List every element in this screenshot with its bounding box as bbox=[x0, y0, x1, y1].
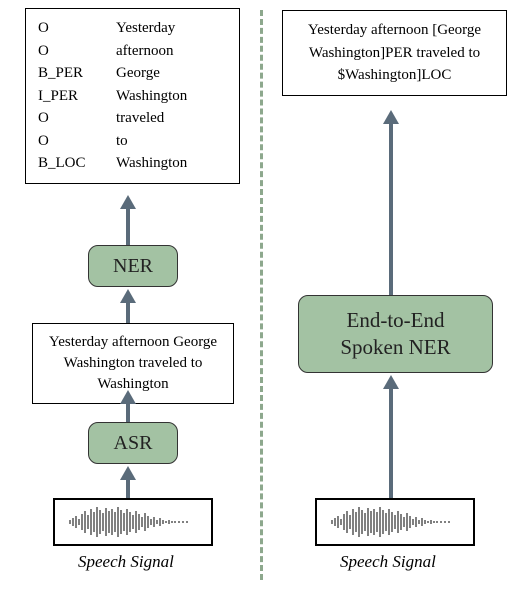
tag-label: O bbox=[38, 17, 116, 40]
e2e-label: End-to-End Spoken NER bbox=[340, 307, 450, 362]
tag-word: to bbox=[116, 130, 227, 153]
tag-label: B_LOC bbox=[38, 152, 116, 175]
arrow-line bbox=[126, 209, 130, 245]
tag-row: O Yesterday bbox=[38, 17, 227, 40]
arrow-line bbox=[126, 480, 130, 498]
arrow-head-icon bbox=[383, 375, 399, 389]
ner-label: NER bbox=[113, 255, 153, 278]
tag-label: B_PER bbox=[38, 62, 116, 85]
e2e-module-box: End-to-End Spoken NER bbox=[298, 295, 493, 373]
speech-signal-label: Speech Signal bbox=[78, 552, 174, 572]
e2e-label-line1: End-to-End bbox=[340, 307, 450, 334]
arrow-line bbox=[389, 124, 393, 295]
arrow-head-icon bbox=[120, 466, 136, 480]
arrow-head-icon bbox=[383, 110, 399, 124]
tag-row: O afternoon bbox=[38, 40, 227, 63]
asr-label: ASR bbox=[114, 432, 153, 455]
arrow-head-icon bbox=[120, 195, 136, 209]
tag-label: O bbox=[38, 40, 116, 63]
tag-row: O to bbox=[38, 130, 227, 153]
tag-label: I_PER bbox=[38, 85, 116, 108]
tag-word: Yesterday bbox=[116, 17, 227, 40]
transcript-text: Yesterday afternoon George Washington tr… bbox=[49, 334, 217, 392]
tag-row: B_PER George bbox=[38, 62, 227, 85]
arrow-line bbox=[126, 404, 130, 422]
arrow-line bbox=[389, 389, 393, 498]
arrow-head-icon bbox=[120, 289, 136, 303]
tag-row: O traveled bbox=[38, 107, 227, 130]
pipeline-right: Yesterday afternoon [George Washington]P… bbox=[260, 0, 530, 590]
tag-label: O bbox=[38, 130, 116, 153]
tag-label: O bbox=[38, 107, 116, 130]
speech-signal-box bbox=[53, 498, 213, 546]
arrow-head-icon bbox=[120, 390, 136, 404]
tag-word: George bbox=[116, 62, 227, 85]
output-annotated-text: Yesterday afternoon [George Washington]P… bbox=[308, 22, 481, 83]
output-annotated-box: Yesterday afternoon [George Washington]P… bbox=[282, 10, 507, 96]
diagram-container: O Yesterday O afternoon B_PER George I_P… bbox=[0, 0, 530, 590]
pipeline-left: O Yesterday O afternoon B_PER George I_P… bbox=[0, 0, 260, 590]
tag-word: Washington bbox=[116, 152, 227, 175]
ner-module-box: NER bbox=[88, 245, 178, 287]
speech-signal-box bbox=[315, 498, 475, 546]
arrow-line bbox=[126, 303, 130, 323]
tag-word: traveled bbox=[116, 107, 227, 130]
tag-row: I_PER Washington bbox=[38, 85, 227, 108]
waveform-icon bbox=[325, 505, 465, 539]
output-tags-box: O Yesterday O afternoon B_PER George I_P… bbox=[25, 8, 240, 184]
speech-signal-label: Speech Signal bbox=[340, 552, 436, 572]
tag-word: Washington bbox=[116, 85, 227, 108]
waveform-icon bbox=[63, 505, 203, 539]
e2e-label-line2: Spoken NER bbox=[340, 334, 450, 361]
tag-row: B_LOC Washington bbox=[38, 152, 227, 175]
tag-table: O Yesterday O afternoon B_PER George I_P… bbox=[38, 17, 227, 175]
tag-word: afternoon bbox=[116, 40, 227, 63]
asr-module-box: ASR bbox=[88, 422, 178, 464]
